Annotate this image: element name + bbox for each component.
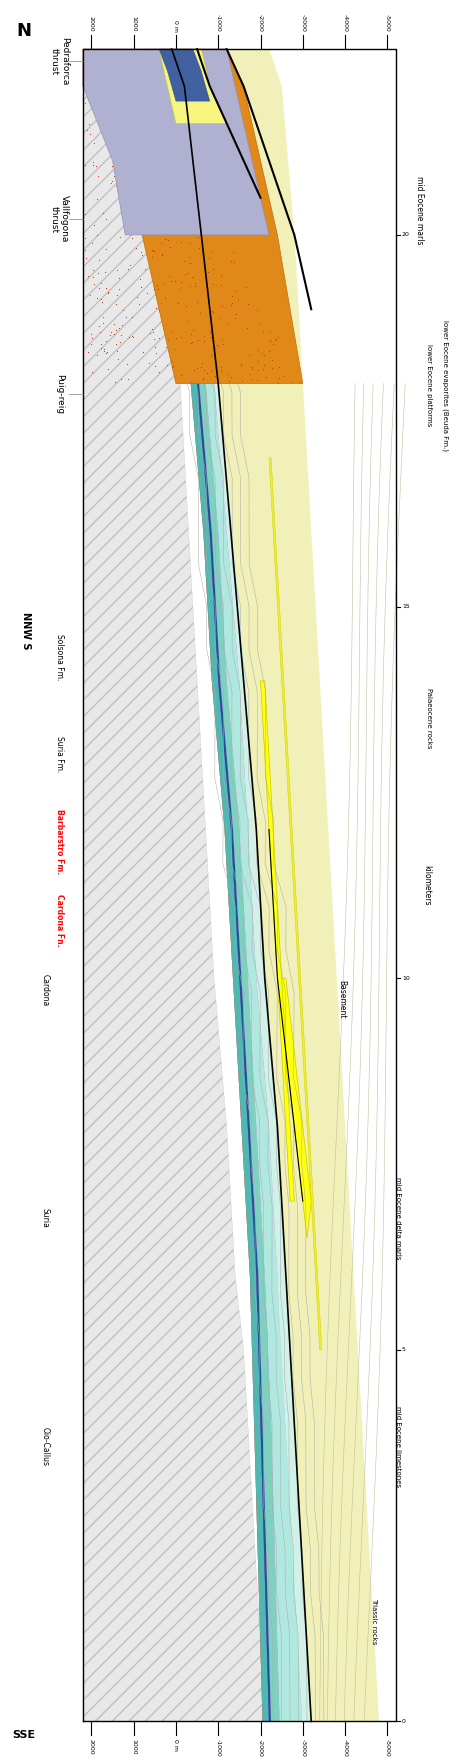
Polygon shape: [153, 49, 280, 1721]
Text: N: N: [16, 23, 31, 40]
Polygon shape: [83, 49, 265, 1721]
Text: lower Eocene platforms: lower Eocene platforms: [426, 345, 432, 428]
Text: Solsona Fm.: Solsona Fm.: [55, 634, 64, 681]
Text: Triassic rocks: Triassic rocks: [372, 1598, 377, 1644]
Text: Palaeocene rocks: Palaeocene rocks: [426, 688, 432, 750]
Text: Suria: Suria: [41, 1209, 49, 1228]
Text: -1000: -1000: [216, 1739, 221, 1756]
Text: 2000: 2000: [89, 16, 94, 32]
Text: 10: 10: [402, 975, 410, 980]
Text: Oio-Callus: Oio-Callus: [41, 1427, 49, 1466]
Text: Basement: Basement: [337, 980, 346, 1019]
Polygon shape: [144, 49, 265, 1721]
Text: -4000: -4000: [343, 1739, 347, 1756]
Text: mid Eocene limestones: mid Eocene limestones: [395, 1406, 401, 1487]
Text: 0: 0: [402, 1720, 406, 1723]
Text: mid Eocene delta marls: mid Eocene delta marls: [395, 1177, 401, 1260]
Text: -2000: -2000: [258, 14, 263, 32]
Polygon shape: [83, 49, 269, 234]
Polygon shape: [83, 49, 303, 384]
Text: Suria Fm.: Suria Fm.: [55, 736, 64, 773]
Text: -3000: -3000: [301, 14, 305, 32]
Polygon shape: [83, 49, 396, 1721]
Text: -1000: -1000: [216, 14, 221, 32]
Text: lower Eocene evaporites (Beuda Fm.): lower Eocene evaporites (Beuda Fm.): [442, 320, 449, 451]
Polygon shape: [277, 979, 311, 1239]
Text: -2000: -2000: [258, 1739, 263, 1756]
Polygon shape: [176, 49, 379, 1721]
Text: 1000: 1000: [131, 16, 136, 32]
Text: Vallfogona
thrust: Vallfogona thrust: [50, 195, 69, 243]
Polygon shape: [269, 458, 322, 1350]
Polygon shape: [261, 681, 294, 1200]
Text: Cardona: Cardona: [41, 975, 49, 1007]
Text: kilometers: kilometers: [422, 864, 431, 906]
Polygon shape: [151, 49, 271, 1721]
Text: Barbarstro Fm.: Barbarstro Fm.: [55, 810, 64, 875]
Text: SSE: SSE: [12, 1730, 35, 1741]
Polygon shape: [157, 49, 303, 1721]
Text: 0 m: 0 m: [173, 1739, 178, 1751]
Polygon shape: [172, 49, 311, 1721]
Text: 0 m: 0 m: [173, 19, 178, 32]
Text: Cardona Fn.: Cardona Fn.: [55, 894, 64, 947]
Polygon shape: [146, 49, 277, 1721]
Text: 5: 5: [402, 1348, 406, 1352]
Text: 1000: 1000: [131, 1739, 136, 1755]
Polygon shape: [159, 49, 210, 100]
Text: -5000: -5000: [385, 14, 390, 32]
Text: 20: 20: [402, 232, 410, 238]
Text: -3000: -3000: [301, 1739, 305, 1756]
Polygon shape: [155, 49, 290, 1721]
Text: Pedraforca
thrust: Pedraforca thrust: [50, 37, 69, 86]
Text: NNW S: NNW S: [21, 612, 31, 649]
Text: -4000: -4000: [343, 14, 347, 32]
Text: -5000: -5000: [385, 1739, 390, 1756]
Polygon shape: [144, 49, 269, 1721]
Text: 15: 15: [402, 604, 410, 609]
Text: mid Eocene marls: mid Eocene marls: [415, 176, 424, 245]
Text: 2000: 2000: [89, 1739, 94, 1755]
Polygon shape: [159, 49, 227, 123]
Text: Puig-reig: Puig-reig: [55, 375, 64, 414]
